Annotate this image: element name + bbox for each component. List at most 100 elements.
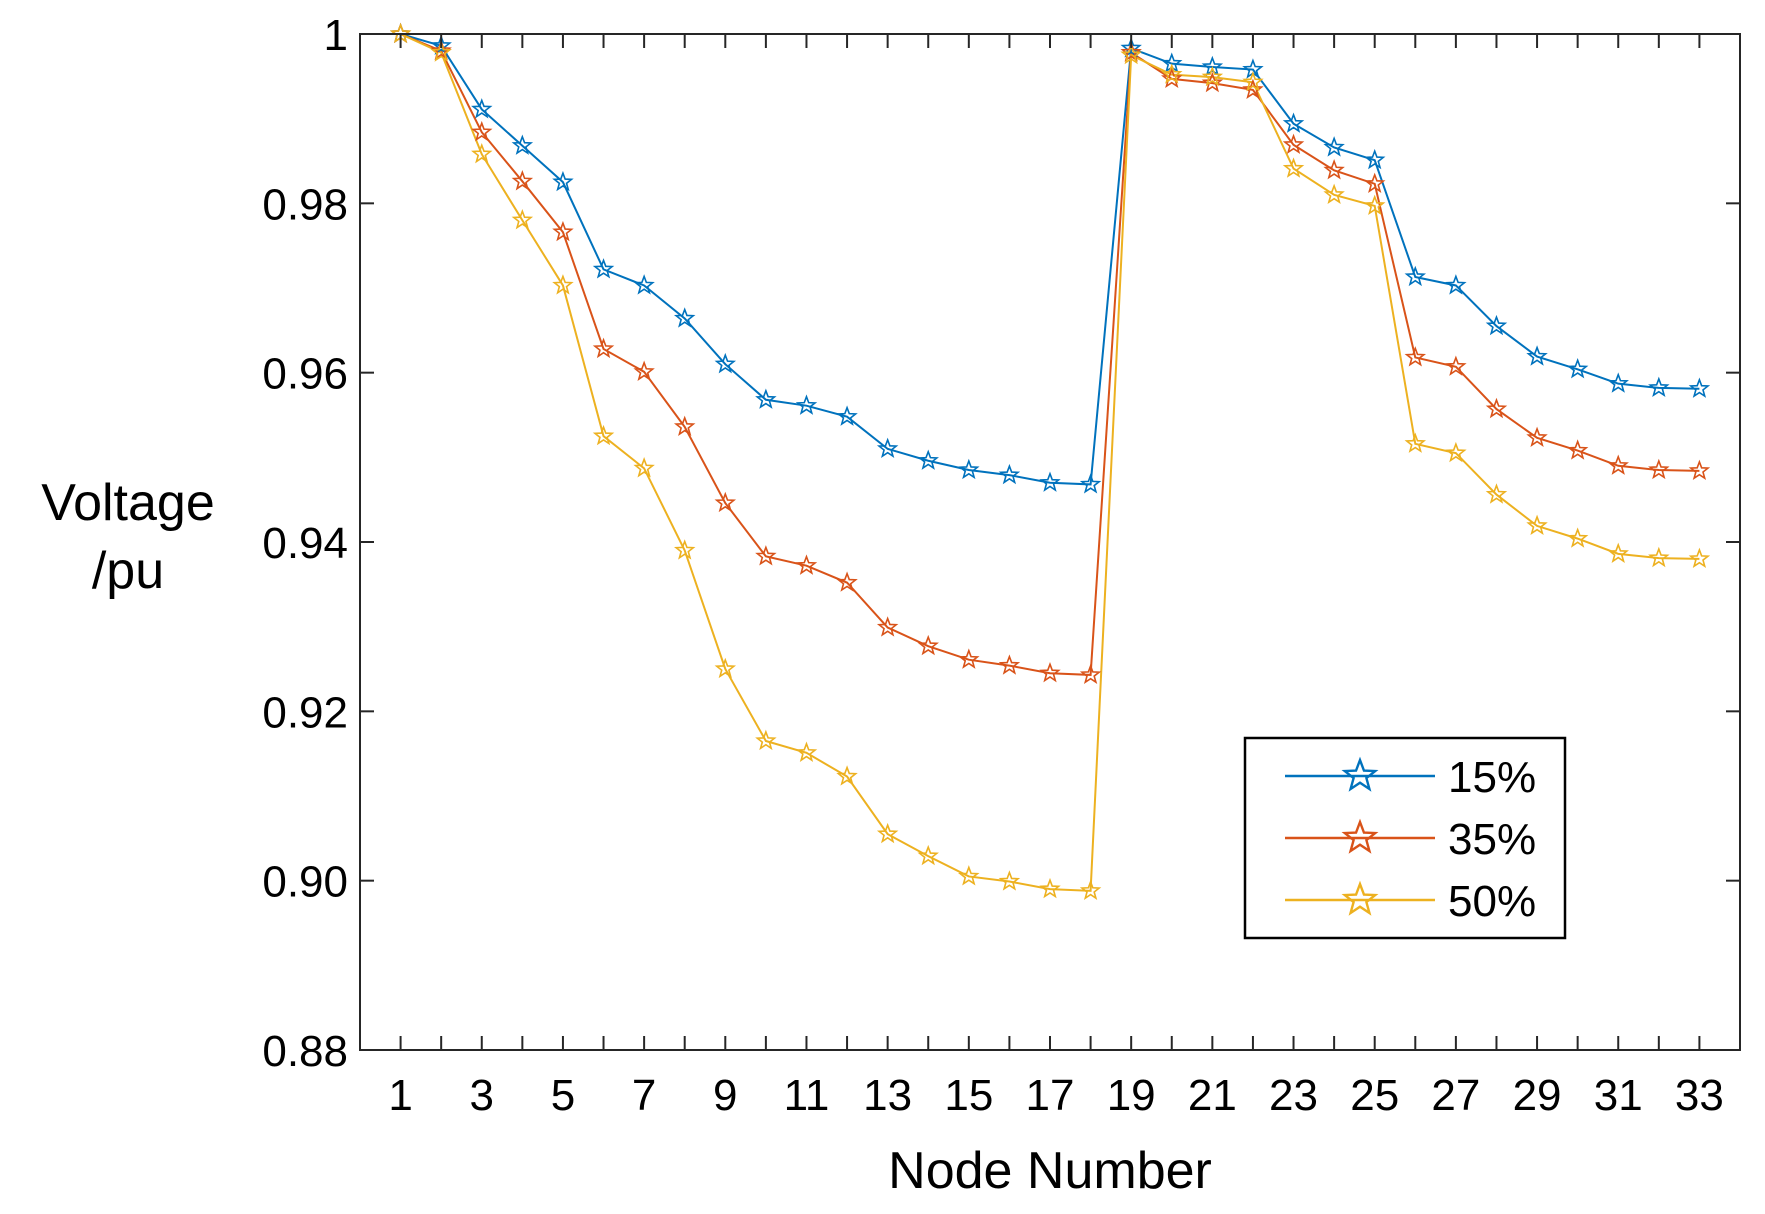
x-tick-label: 1 — [388, 1071, 412, 1120]
data-point-35pct — [1120, 41, 1142, 62]
data-point-15pct — [1526, 345, 1548, 366]
series-line-50pct — [400, 33, 1700, 892]
y-axis-ticks: 0.88 0.90 0.92 0.94 0.96 0.98 1 — [262, 11, 1740, 1076]
data-point-35pct — [876, 616, 899, 637]
data-point-50pct — [998, 870, 1021, 891]
data-point-35pct — [552, 220, 574, 242]
series-lines — [400, 33, 1700, 892]
legend: 15% 35% 50% — [1243, 736, 1567, 940]
data-point-15pct — [1282, 112, 1305, 133]
data-point-35pct — [1363, 172, 1386, 193]
x-tick-label: 25 — [1350, 1071, 1399, 1120]
series-markers — [389, 22, 1711, 900]
y-axis-title-line-2: /pu — [92, 542, 164, 600]
data-point-50pct — [1201, 65, 1224, 87]
data-point-15pct — [430, 34, 452, 55]
data-point-15pct — [1363, 148, 1386, 170]
data-point-35pct — [958, 648, 980, 669]
data-point-50pct — [1445, 441, 1467, 463]
data-point-50pct — [917, 844, 939, 866]
data-point-15pct — [1688, 377, 1711, 398]
x-tick-label: 19 — [1107, 1071, 1156, 1120]
data-point-35pct — [1688, 459, 1711, 481]
y-tick-label: 1 — [324, 11, 348, 60]
data-point-35pct — [1607, 454, 1629, 475]
data-point-50pct — [714, 657, 737, 679]
data-point-15pct — [1648, 376, 1670, 398]
data-point-15pct — [1039, 471, 1061, 492]
data-point-35pct — [430, 39, 452, 61]
data-point-35pct — [1566, 439, 1589, 460]
x-tick-label: 17 — [1026, 1071, 1075, 1120]
data-point-50pct — [511, 208, 534, 230]
data-point-50pct — [795, 741, 818, 762]
data-point-15pct — [1079, 473, 1102, 494]
data-point-15pct — [1566, 357, 1589, 379]
data-point-50pct — [430, 41, 452, 62]
data-point-35pct — [917, 634, 939, 656]
data-point-15pct — [1120, 37, 1142, 58]
data-point-50pct — [633, 457, 655, 478]
y-tick-label: 0.98 — [262, 180, 348, 229]
data-point-35pct — [714, 491, 737, 513]
data-point-50pct — [1079, 879, 1102, 900]
data-point-50pct — [1242, 70, 1264, 92]
data-point-35pct — [1648, 458, 1670, 480]
x-axis-title: Node Number — [888, 1142, 1212, 1200]
data-point-35pct — [1242, 78, 1264, 100]
data-point-50pct — [673, 539, 696, 560]
data-point-35pct — [1404, 346, 1427, 367]
data-point-15pct — [795, 394, 818, 415]
x-tick-label: 33 — [1675, 1071, 1724, 1120]
data-point-35pct — [1079, 663, 1102, 685]
data-point-15pct — [471, 98, 493, 119]
data-point-35pct — [836, 571, 858, 592]
data-point-35pct — [795, 554, 818, 575]
legend-label: 15% — [1448, 753, 1536, 802]
data-point-15pct — [1607, 372, 1629, 393]
data-point-35pct — [998, 654, 1021, 675]
data-point-15pct — [1445, 274, 1467, 295]
x-tick-label: 23 — [1269, 1071, 1318, 1120]
legend-label: 50% — [1448, 877, 1536, 926]
legend-label: 35% — [1448, 815, 1536, 864]
data-point-50pct — [1607, 542, 1629, 563]
data-point-50pct — [1566, 527, 1589, 548]
data-point-35pct — [592, 337, 615, 359]
data-point-15pct — [1323, 136, 1345, 157]
data-point-15pct — [511, 134, 534, 155]
data-point-50pct — [552, 274, 574, 295]
y-tick-label: 0.92 — [262, 688, 348, 737]
data-point-50pct — [1485, 483, 1508, 504]
data-point-50pct — [1363, 194, 1386, 215]
data-point-35pct — [755, 545, 777, 566]
x-tick-label: 7 — [632, 1071, 656, 1120]
data-point-50pct — [1688, 547, 1711, 569]
data-point-35pct — [511, 170, 534, 191]
data-point-15pct — [998, 463, 1021, 485]
data-point-50pct — [1039, 877, 1061, 899]
x-tick-label: 11 — [784, 1071, 830, 1120]
x-tick-label: 5 — [551, 1071, 575, 1120]
x-tick-label: 15 — [944, 1071, 993, 1120]
legend-star-icon — [1341, 818, 1379, 854]
data-point-35pct — [1485, 397, 1508, 419]
x-tick-label: 21 — [1188, 1071, 1237, 1120]
x-tick-label: 3 — [470, 1071, 494, 1120]
data-point-50pct — [1282, 157, 1305, 178]
x-tick-label: 13 — [863, 1071, 912, 1120]
data-point-15pct — [592, 258, 615, 279]
x-tick-label: 31 — [1594, 1071, 1643, 1120]
data-point-50pct — [1161, 63, 1183, 84]
x-axis-ticks: 1 3 5 7 9 11 13 15 17 19 21 23 25 27 29 31 33 — [388, 34, 1724, 1120]
legend-star-icon — [1341, 756, 1379, 792]
y-tick-label: 0.90 — [262, 858, 348, 907]
data-point-15pct — [917, 449, 939, 470]
data-point-15pct — [755, 388, 777, 409]
data-point-35pct — [1201, 71, 1224, 93]
data-point-15pct — [714, 352, 737, 374]
x-tick-label: 9 — [713, 1071, 737, 1120]
data-point-50pct — [755, 729, 777, 751]
data-point-35pct — [673, 415, 696, 436]
